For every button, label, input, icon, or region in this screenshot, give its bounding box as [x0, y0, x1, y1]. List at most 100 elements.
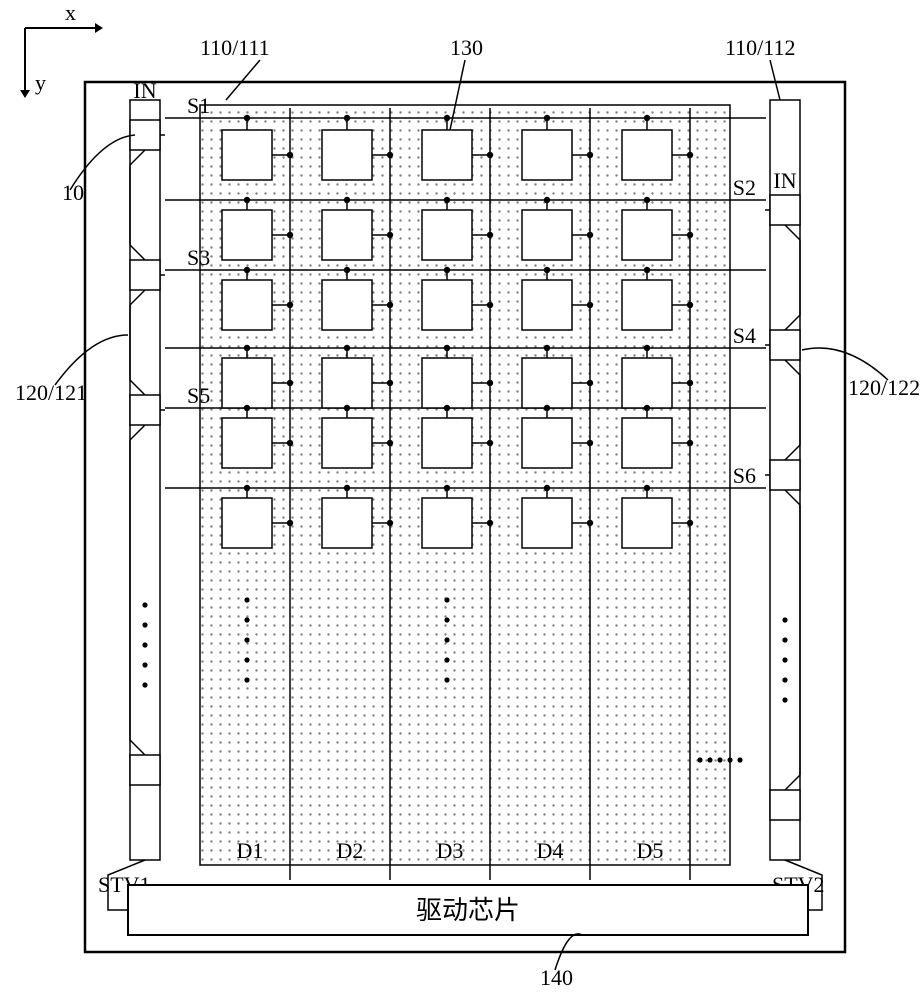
data-node-2-3	[587, 302, 593, 308]
data-node-3-1	[387, 380, 393, 386]
right-shift-ellipsis	[782, 697, 787, 702]
pixel-2-3	[522, 280, 572, 330]
scan-node-3-0	[244, 345, 250, 351]
pixel-1-0	[222, 210, 272, 260]
data-node-2-0	[287, 302, 293, 308]
pixel-1-3	[522, 210, 572, 260]
data-node-5-2	[487, 520, 493, 526]
col-ellipsis-0	[244, 657, 249, 662]
data-node-4-0	[287, 440, 293, 446]
left-shift-in-label: IN	[133, 78, 156, 103]
data-node-1-3	[587, 232, 593, 238]
scan-node-3-1	[344, 345, 350, 351]
col-ellipsis-1	[444, 657, 449, 662]
row-ellipsis	[727, 757, 732, 762]
data-node-4-2	[487, 440, 493, 446]
left-shift-unit-2	[130, 395, 160, 425]
data-node-1-0	[287, 232, 293, 238]
scan-node-2-4	[644, 267, 650, 273]
data-node-2-1	[387, 302, 393, 308]
diagram-canvas: xyD1D2D3D4D5S1S2S3S4S5S6ININSTV1STV2驱动芯片…	[0, 0, 922, 1000]
row-ellipsis	[697, 757, 702, 762]
pixel-3-3	[522, 358, 572, 408]
scan-line-label-3: S3	[187, 245, 210, 270]
pixel-1-4	[622, 210, 672, 260]
left-shift-ellipsis	[142, 682, 147, 687]
scan-line-label-6: S6	[733, 463, 756, 488]
top-left-label: 110/111	[200, 35, 270, 60]
scan-node-2-3	[544, 267, 550, 273]
row-ellipsis	[717, 757, 722, 762]
pixel-2-2	[422, 280, 472, 330]
scan-node-0-3	[544, 115, 550, 121]
data-node-5-4	[687, 520, 693, 526]
right-shift-in-label: IN	[773, 168, 796, 193]
scan-node-1-0	[244, 197, 250, 203]
y-axis-arrow	[20, 90, 30, 98]
data-node-4-3	[587, 440, 593, 446]
data-node-5-0	[287, 520, 293, 526]
left-shift-ellipsis	[142, 642, 147, 647]
right-shift-ellipsis	[782, 677, 787, 682]
data-node-1-4	[687, 232, 693, 238]
scan-node-4-3	[544, 405, 550, 411]
scan-node-3-2	[444, 345, 450, 351]
top-mid-label: 130	[450, 35, 483, 60]
pixel-3-1	[322, 358, 372, 408]
left-shift-ellipsis	[142, 662, 147, 667]
data-line-label-1: D1	[237, 838, 264, 863]
pixel-0-2	[422, 130, 472, 180]
left-120-label: 120/121	[15, 380, 87, 405]
pixel-0-4	[622, 130, 672, 180]
scan-node-2-1	[344, 267, 350, 273]
data-node-0-4	[687, 152, 693, 158]
scan-node-5-1	[344, 485, 350, 491]
pixel-2-1	[322, 280, 372, 330]
pixel-5-3	[522, 498, 572, 548]
col-ellipsis-0	[244, 677, 249, 682]
x-axis-arrow	[95, 23, 103, 33]
scan-node-4-1	[344, 405, 350, 411]
scan-node-0-0	[244, 115, 250, 121]
pixel-5-1	[322, 498, 372, 548]
scan-line-label-1: S1	[187, 93, 210, 118]
unit-10-label: 10	[62, 180, 84, 205]
scan-line-label-5: S5	[187, 383, 210, 408]
col-ellipsis-0	[244, 597, 249, 602]
pixel-4-1	[322, 418, 372, 468]
col-ellipsis-0	[244, 637, 249, 642]
pixel-5-2	[422, 498, 472, 548]
col-ellipsis-0	[244, 617, 249, 622]
data-node-2-2	[487, 302, 493, 308]
data-node-5-1	[387, 520, 393, 526]
data-line-label-4: D4	[537, 838, 564, 863]
scan-node-5-3	[544, 485, 550, 491]
data-line-label-3: D3	[437, 838, 464, 863]
pixel-5-0	[222, 498, 272, 548]
pixel-2-0	[222, 280, 272, 330]
top-right-label: 110/112	[725, 35, 795, 60]
data-node-4-4	[687, 440, 693, 446]
right-shift-ellipsis	[782, 657, 787, 662]
pixel-4-3	[522, 418, 572, 468]
scan-node-0-4	[644, 115, 650, 121]
scan-node-1-1	[344, 197, 350, 203]
scan-node-2-0	[244, 267, 250, 273]
pixel-1-1	[322, 210, 372, 260]
scan-node-0-1	[344, 115, 350, 121]
data-node-4-1	[387, 440, 393, 446]
col-ellipsis-1	[444, 597, 449, 602]
data-node-0-1	[387, 152, 393, 158]
data-node-5-3	[587, 520, 593, 526]
scan-node-3-3	[544, 345, 550, 351]
pixel-3-2	[422, 358, 472, 408]
left-shift-unit-3	[130, 755, 160, 785]
x-axis-label: x	[65, 0, 76, 25]
scan-line-label-4: S4	[733, 323, 756, 348]
data-node-3-0	[287, 380, 293, 386]
y-axis-label: y	[35, 70, 46, 95]
scan-node-4-2	[444, 405, 450, 411]
data-node-3-4	[687, 380, 693, 386]
left-shift-ellipsis	[142, 622, 147, 627]
pixel-4-4	[622, 418, 672, 468]
